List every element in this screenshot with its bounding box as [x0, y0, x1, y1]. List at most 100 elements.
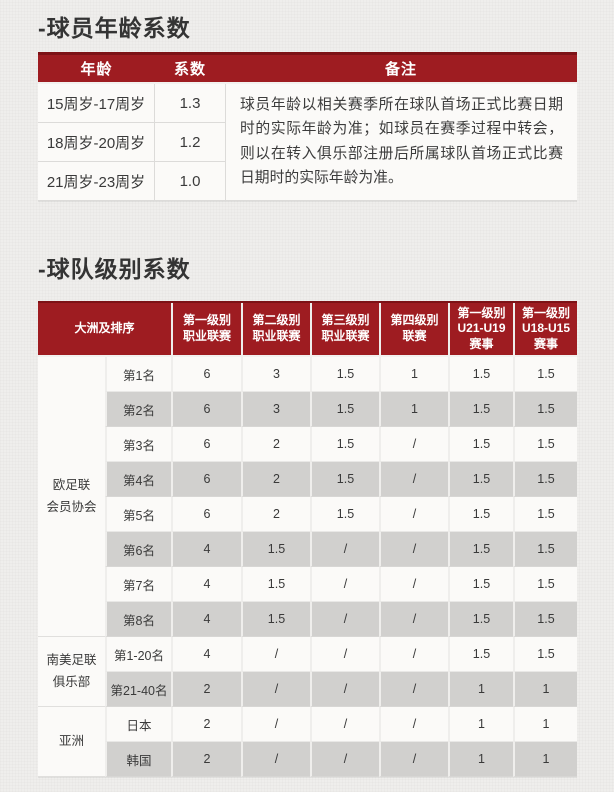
- value-cell: 4: [171, 602, 241, 637]
- continent-rank-column-header: 大洲及排序: [74, 321, 135, 336]
- value-cell: 1.5: [513, 602, 577, 637]
- rank-cell: 第2名: [105, 392, 171, 427]
- value-cell: 1.5: [513, 637, 577, 672]
- group-cell: 南美足联 俱乐部: [38, 637, 105, 707]
- value-cell: /: [379, 637, 448, 672]
- value-cell: 1.5: [310, 462, 379, 497]
- value-cell: /: [241, 742, 310, 777]
- age-column-header: 年龄: [80, 61, 113, 78]
- value-cell: 2: [171, 742, 241, 777]
- value-cell: 1: [448, 707, 513, 742]
- value-cell: /: [379, 567, 448, 602]
- group-cell: 欧足联 会员协会: [38, 357, 105, 637]
- value-cell: /: [379, 672, 448, 707]
- value-cell: 4: [171, 532, 241, 567]
- page-title-age-coefficient: -球员年龄系数: [38, 15, 191, 41]
- value-cell: 2: [171, 707, 241, 742]
- page-title-team-level-coefficient: -球队级别系数: [38, 256, 191, 282]
- rank-cell: 韩国: [105, 742, 171, 777]
- value-cell: 6: [171, 357, 241, 392]
- value-cell: /: [310, 567, 379, 602]
- value-cell: 1: [379, 357, 448, 392]
- value-cell: /: [379, 532, 448, 567]
- age-cell: 15周岁-17周岁: [38, 84, 155, 123]
- value-cell: 1.5: [241, 532, 310, 567]
- value-cell: 1.5: [448, 637, 513, 672]
- coefficient-column-header: 系数: [173, 61, 206, 78]
- value-cell: 2: [241, 462, 310, 497]
- value-cell: /: [310, 532, 379, 567]
- value-cell: 1.5: [448, 357, 513, 392]
- value-cell: /: [310, 602, 379, 637]
- tier1-pro-league-column-header: 第一级别 职业联赛: [171, 303, 241, 355]
- value-cell: /: [241, 672, 310, 707]
- value-cell: 2: [171, 672, 241, 707]
- coefficient-cell: 1.0: [155, 162, 225, 201]
- rank-cell: 第21-40名: [105, 672, 171, 707]
- rank-cell: 第7名: [105, 567, 171, 602]
- coefficient-cell: 1.2: [155, 123, 225, 162]
- value-cell: 1.5: [448, 462, 513, 497]
- value-cell: 1.5: [513, 567, 577, 602]
- value-cell: 1.5: [448, 427, 513, 462]
- value-cell: 1: [448, 742, 513, 777]
- value-cell: /: [379, 742, 448, 777]
- value-cell: 1.5: [448, 602, 513, 637]
- rank-cell: 第1名: [105, 357, 171, 392]
- value-cell: 3: [241, 392, 310, 427]
- tier3-pro-league-column-header: 第三级别 职业联赛: [310, 303, 379, 355]
- value-cell: /: [310, 707, 379, 742]
- value-cell: 4: [171, 567, 241, 602]
- value-cell: 4: [171, 637, 241, 672]
- value-cell: 1.5: [310, 392, 379, 427]
- age-cell: 18周岁-20周岁: [38, 123, 155, 162]
- value-cell: /: [379, 427, 448, 462]
- value-cell: 1.5: [513, 497, 577, 532]
- value-cell: 1.5: [241, 567, 310, 602]
- value-cell: 1.5: [513, 462, 577, 497]
- value-cell: /: [379, 462, 448, 497]
- value-cell: /: [241, 637, 310, 672]
- value-cell: 1.5: [448, 532, 513, 567]
- value-cell: /: [241, 707, 310, 742]
- value-cell: 1.5: [513, 532, 577, 567]
- rank-cell: 第1-20名: [105, 637, 171, 672]
- value-cell: /: [310, 672, 379, 707]
- value-cell: 1: [513, 672, 577, 707]
- value-cell: 1.5: [448, 497, 513, 532]
- level-table-body: 欧足联 会员协会 第1名 6 3 1.5 1 1.5 1.5 第2名 6 3 1.5 1 1.5 1.5 第3…: [38, 355, 577, 777]
- value-cell: 1.5: [310, 357, 379, 392]
- age-coefficient-table: 年龄 系数 备注 15周岁-17周岁 1.3 球员年龄以相关赛季所在球队首场正式…: [38, 52, 577, 201]
- age-cell: 21周岁-23周岁: [38, 162, 155, 201]
- value-cell: 6: [171, 392, 241, 427]
- level-table-header-row: 大洲及排序 第一级别 职业联赛 第二级别 职业联赛 第三级别 职业联赛 第四级别…: [38, 301, 577, 355]
- rank-cell: 日本: [105, 707, 171, 742]
- value-cell: 6: [171, 462, 241, 497]
- value-cell: 1.5: [513, 392, 577, 427]
- value-cell: 1: [513, 742, 577, 777]
- value-cell: 1.5: [513, 427, 577, 462]
- remark-column-header: 备注: [384, 61, 417, 78]
- tier2-pro-league-column-header: 第二级别 职业联赛: [241, 303, 310, 355]
- rank-cell: 第6名: [105, 532, 171, 567]
- value-cell: 2: [241, 497, 310, 532]
- value-cell: 1.5: [310, 427, 379, 462]
- value-cell: 1.5: [310, 497, 379, 532]
- value-cell: /: [379, 707, 448, 742]
- age-table-body: 15周岁-17周岁 1.3 球员年龄以相关赛季所在球队首场正式比赛日期时的实际年…: [38, 84, 577, 201]
- rank-cell: 第4名: [105, 462, 171, 497]
- rank-cell: 第5名: [105, 497, 171, 532]
- value-cell: 3: [241, 357, 310, 392]
- value-cell: 1.5: [513, 357, 577, 392]
- tier1-u18-u15-column-header: 第一级别 U18-U15 赛事: [513, 303, 577, 355]
- value-cell: 1.5: [448, 567, 513, 602]
- value-cell: 1.5: [448, 392, 513, 427]
- coefficient-cell: 1.3: [155, 84, 225, 123]
- group-cell: 亚洲: [38, 707, 105, 777]
- rank-cell: 第8名: [105, 602, 171, 637]
- value-cell: /: [310, 637, 379, 672]
- value-cell: 2: [241, 427, 310, 462]
- value-cell: 6: [171, 497, 241, 532]
- value-cell: /: [310, 742, 379, 777]
- value-cell: 1.5: [241, 602, 310, 637]
